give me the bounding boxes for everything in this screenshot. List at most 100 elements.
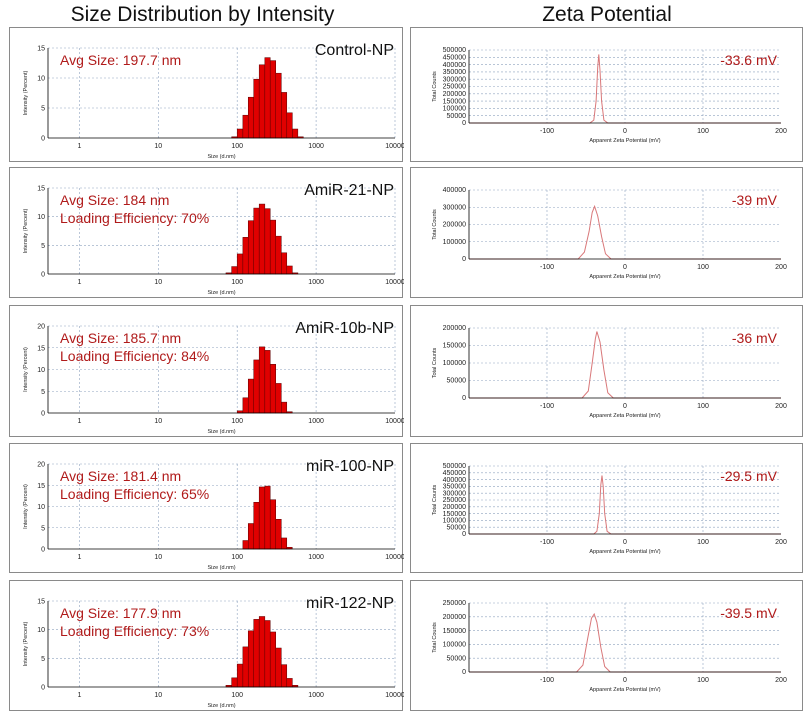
histogram-bar bbox=[258, 203, 266, 275]
y-tick-label: 400000 bbox=[443, 187, 466, 194]
zeta-distribution-line bbox=[469, 204, 781, 260]
x-tick-label: 1000 bbox=[308, 554, 324, 561]
histogram-bar bbox=[286, 265, 293, 275]
x-tick-label: 10 bbox=[154, 418, 162, 425]
x-tick-label: 100 bbox=[231, 692, 243, 699]
x-tick-label: 100 bbox=[231, 418, 243, 425]
zeta-distribution-line bbox=[469, 612, 781, 673]
histogram-bar bbox=[247, 523, 254, 550]
loading-efficiency-label: Loading Efficiency: 70% bbox=[60, 210, 209, 226]
x-tick-label: 10000 bbox=[385, 554, 404, 561]
histogram-bar bbox=[258, 346, 266, 414]
y-tick-label: 50000 bbox=[447, 524, 467, 531]
histogram-bar bbox=[275, 383, 282, 414]
histogram-bar bbox=[236, 663, 244, 688]
x-axis-label: Apparent Zeta Potential (mV) bbox=[589, 138, 660, 144]
zeta-distribution-line bbox=[469, 331, 781, 399]
y-tick-label: 50000 bbox=[447, 378, 467, 385]
x-tick-label: 10000 bbox=[385, 143, 404, 150]
y-tick-label: 0 bbox=[462, 256, 466, 263]
x-tick-label: -100 bbox=[540, 128, 554, 135]
y-tick-label: 5 bbox=[41, 525, 45, 532]
x-tick-label: 200 bbox=[775, 128, 787, 135]
x-axis-label: Size (d.nm) bbox=[207, 154, 235, 160]
y-tick-label: 100000 bbox=[443, 106, 466, 113]
size-panel-mir-100-np: 0 5 10 15 20 1 10 100 1000 10000 Size (d.nm) Intens… bbox=[9, 443, 405, 573]
x-tick-label: -100 bbox=[540, 264, 554, 271]
histogram-bar bbox=[281, 664, 288, 688]
zeta-panel-mir-122-np: 0 50000 100000 150000 200000 250000 -100 0 100 20… bbox=[410, 580, 803, 711]
histogram-bar bbox=[281, 537, 288, 550]
histogram-bar bbox=[247, 378, 254, 414]
x-tick-label: 0 bbox=[623, 128, 627, 135]
x-tick-label: 100 bbox=[231, 554, 243, 561]
size-panel-control-np: 0 5 10 15 1 10 100 1000 10000 Size (d.nm) Intensit… bbox=[9, 27, 405, 162]
y-tick-label: 350000 bbox=[443, 69, 466, 76]
histogram-bar bbox=[242, 114, 249, 139]
y-tick-label: 0 bbox=[41, 272, 45, 279]
y-tick-label: 0 bbox=[462, 395, 466, 402]
avg-size-label: Avg Size: 181.4 nm bbox=[60, 468, 181, 484]
x-tick-label: 1 bbox=[77, 143, 81, 150]
y-tick-label: 300000 bbox=[443, 76, 466, 83]
y-tick-label: 0 bbox=[41, 547, 45, 554]
x-tick-label: 1 bbox=[77, 418, 81, 425]
y-tick-label: 10 bbox=[37, 76, 45, 83]
y-tick-label: 300000 bbox=[443, 204, 466, 211]
avg-size-label: Avg Size: 184 nm bbox=[60, 192, 169, 208]
x-tick-label: 200 bbox=[775, 264, 787, 271]
y-axis-label: Total Counts bbox=[432, 622, 438, 653]
histogram-bar bbox=[236, 128, 244, 139]
y-tick-label: 500000 bbox=[443, 463, 466, 470]
avg-size-label: Avg Size: 185.7 nm bbox=[60, 330, 181, 346]
x-axis-label: Apparent Zeta Potential (mV) bbox=[589, 274, 660, 280]
loading-efficiency-label: Loading Efficiency: 84% bbox=[60, 348, 209, 364]
y-tick-label: 300000 bbox=[443, 490, 466, 497]
y-tick-label: 0 bbox=[462, 531, 466, 538]
y-axis-label: Total Counts bbox=[432, 484, 438, 515]
zeta-distribution-line bbox=[469, 54, 781, 124]
sample-name: miR-100-NP bbox=[306, 458, 394, 475]
x-tick-label: 0 bbox=[623, 264, 627, 271]
histogram-bar bbox=[275, 235, 282, 275]
histogram-bar bbox=[253, 78, 260, 139]
histogram-bar bbox=[247, 220, 254, 275]
histogram-bar bbox=[242, 397, 249, 414]
y-tick-label: 100000 bbox=[443, 239, 466, 246]
y-tick-label: 150000 bbox=[443, 628, 466, 635]
histogram-bar bbox=[275, 72, 282, 139]
y-tick-label: 50000 bbox=[447, 113, 467, 120]
zeta-value-label: -36 mV bbox=[732, 330, 778, 346]
histogram-bar bbox=[247, 630, 254, 688]
histogram-bar bbox=[269, 499, 276, 550]
y-axis-label: Intensity (Percent) bbox=[23, 622, 29, 667]
y-tick-label: 15 bbox=[37, 46, 45, 53]
loading-efficiency-label: Loading Efficiency: 73% bbox=[60, 623, 209, 639]
x-axis-label: Apparent Zeta Potential (mV) bbox=[589, 549, 660, 555]
y-tick-label: 10 bbox=[37, 504, 45, 511]
histogram-bar bbox=[242, 540, 249, 550]
histogram-bar bbox=[258, 616, 266, 688]
y-tick-label: 350000 bbox=[443, 484, 466, 491]
y-tick-label: 0 bbox=[41, 685, 45, 692]
histogram-bar bbox=[269, 219, 276, 275]
y-tick-label: 400000 bbox=[443, 62, 466, 69]
y-tick-label: 20 bbox=[37, 324, 45, 331]
zeta-value-label: -39.5 mV bbox=[720, 605, 777, 621]
x-tick-label: 0 bbox=[623, 677, 627, 684]
y-tick-label: 150000 bbox=[443, 511, 466, 518]
x-tick-label: 1000 bbox=[308, 418, 324, 425]
y-tick-label: 150000 bbox=[443, 98, 466, 105]
x-tick-label: 10000 bbox=[385, 418, 404, 425]
y-tick-label: 100000 bbox=[443, 360, 466, 367]
x-tick-label: 100 bbox=[697, 403, 709, 410]
x-tick-label: 100 bbox=[231, 279, 243, 286]
size-panel-amir-10b-np: 0 5 10 15 20 1 10 100 1000 10000 Size (d.nm) Intens… bbox=[9, 305, 405, 437]
histogram-bar bbox=[269, 631, 276, 688]
y-tick-label: 450000 bbox=[443, 55, 466, 62]
histogram-bar bbox=[292, 128, 299, 139]
y-tick-label: 200000 bbox=[443, 325, 466, 332]
histogram-bar bbox=[253, 359, 260, 414]
histogram-bar bbox=[258, 486, 266, 550]
y-tick-label: 15 bbox=[37, 186, 45, 193]
